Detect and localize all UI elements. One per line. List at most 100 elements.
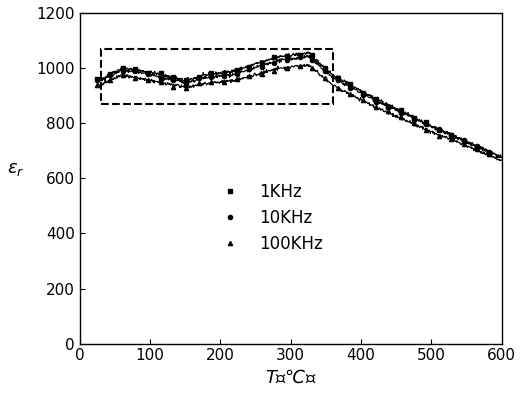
10KHz <box>120 68 126 73</box>
1KHz <box>474 145 480 150</box>
1KHz <box>385 104 391 109</box>
1KHz <box>259 61 265 65</box>
10KHz <box>183 82 189 86</box>
10KHz <box>398 111 404 115</box>
100KHz <box>398 115 404 119</box>
1KHz <box>221 71 227 76</box>
100KHz <box>360 98 366 103</box>
10KHz <box>436 127 442 132</box>
1KHz <box>170 75 176 80</box>
1KHz <box>398 108 404 113</box>
10KHz <box>347 85 354 90</box>
100KHz <box>297 64 303 69</box>
Line: 100KHz: 100KHz <box>95 64 492 156</box>
100KHz <box>170 85 176 89</box>
10KHz <box>271 60 278 65</box>
100KHz <box>436 133 442 138</box>
100KHz <box>474 147 480 152</box>
1KHz <box>233 67 240 72</box>
Bar <box>101 49 333 104</box>
10KHz <box>196 76 202 81</box>
100KHz <box>423 127 429 132</box>
1KHz <box>486 151 493 156</box>
1KHz <box>157 71 164 75</box>
10KHz <box>335 78 341 82</box>
Y-axis label: $\varepsilon_r$: $\varepsilon_r$ <box>7 160 25 178</box>
100KHz <box>145 77 151 82</box>
100KHz <box>347 92 354 97</box>
100KHz <box>94 82 100 87</box>
1KHz <box>183 77 189 82</box>
Line: 1KHz: 1KHz <box>95 53 492 156</box>
1KHz <box>347 82 354 86</box>
Line: 10KHz: 10KHz <box>95 56 492 154</box>
10KHz <box>132 69 139 73</box>
10KHz <box>372 99 379 104</box>
100KHz <box>183 86 189 91</box>
1KHz <box>372 96 379 101</box>
100KHz <box>259 71 265 76</box>
1KHz <box>246 64 252 69</box>
1KHz <box>284 54 290 59</box>
100KHz <box>385 109 391 113</box>
100KHz <box>246 74 252 78</box>
1KHz <box>145 71 151 75</box>
X-axis label: $T$（℃）: $T$（℃） <box>265 369 316 387</box>
1KHz <box>297 53 303 58</box>
1KHz <box>335 76 341 80</box>
10KHz <box>259 64 265 69</box>
100KHz <box>309 66 315 71</box>
1KHz <box>120 65 126 70</box>
1KHz <box>322 66 328 71</box>
Legend: 1KHz, 10KHz, 100KHz: 1KHz, 10KHz, 100KHz <box>202 176 329 260</box>
10KHz <box>309 58 315 62</box>
10KHz <box>385 104 391 109</box>
1KHz <box>94 76 100 81</box>
10KHz <box>107 72 113 77</box>
1KHz <box>436 128 442 132</box>
100KHz <box>120 72 126 77</box>
10KHz <box>284 58 290 62</box>
1KHz <box>208 71 214 76</box>
10KHz <box>423 121 429 126</box>
1KHz <box>411 115 417 120</box>
1KHz <box>360 91 366 95</box>
100KHz <box>157 79 164 84</box>
1KHz <box>132 67 139 72</box>
10KHz <box>322 68 328 73</box>
10KHz <box>297 55 303 60</box>
100KHz <box>461 142 467 147</box>
1KHz <box>461 139 467 143</box>
10KHz <box>486 149 493 154</box>
100KHz <box>411 121 417 125</box>
100KHz <box>271 69 278 73</box>
10KHz <box>360 93 366 98</box>
10KHz <box>233 72 240 76</box>
1KHz <box>107 72 113 76</box>
10KHz <box>221 74 227 78</box>
100KHz <box>284 65 290 70</box>
10KHz <box>461 138 467 142</box>
10KHz <box>170 78 176 83</box>
10KHz <box>145 72 151 76</box>
100KHz <box>132 76 139 80</box>
100KHz <box>221 80 227 84</box>
100KHz <box>448 137 454 141</box>
10KHz <box>411 117 417 122</box>
1KHz <box>309 53 315 58</box>
1KHz <box>448 133 454 138</box>
100KHz <box>335 86 341 91</box>
100KHz <box>372 105 379 110</box>
1KHz <box>423 119 429 124</box>
100KHz <box>196 81 202 85</box>
100KHz <box>107 77 113 82</box>
10KHz <box>157 76 164 81</box>
10KHz <box>208 74 214 79</box>
10KHz <box>94 77 100 82</box>
100KHz <box>486 152 493 156</box>
100KHz <box>322 76 328 80</box>
1KHz <box>271 55 278 60</box>
100KHz <box>233 76 240 81</box>
10KHz <box>448 132 454 137</box>
1KHz <box>196 74 202 79</box>
